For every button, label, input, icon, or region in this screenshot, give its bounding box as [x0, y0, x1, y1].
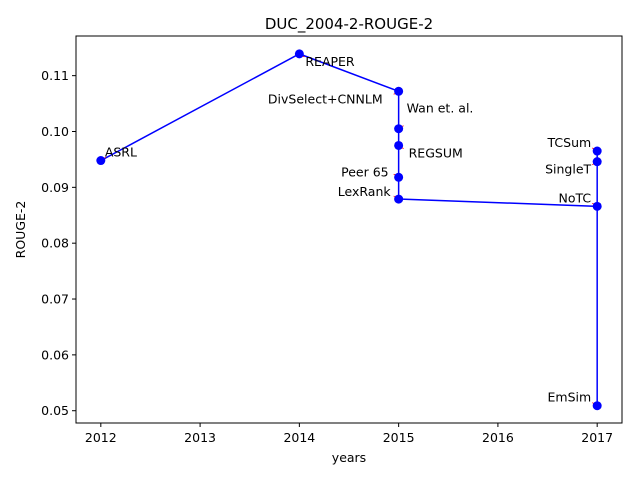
data-point-label: EmSim — [548, 390, 592, 405]
y-tick-label: 0.05 — [41, 403, 69, 418]
data-point — [96, 156, 106, 166]
x-tick-label: 2015 — [383, 430, 415, 445]
plot-area: ASRL REAPER DivSelect+CNNLM Wan et. al. REGS… — [96, 49, 602, 411]
data-point-label: LexRank — [338, 184, 392, 199]
data-point — [592, 146, 602, 156]
y-tick-label: 0.06 — [41, 347, 69, 362]
data-point — [592, 157, 602, 167]
data-point-label: REAPER — [305, 54, 355, 69]
data-point — [394, 140, 404, 150]
x-tick-label: 2014 — [283, 430, 315, 445]
x-tick-label: 2016 — [482, 430, 514, 445]
data-point-label: Peer 65 — [341, 164, 389, 179]
data-point — [592, 201, 602, 211]
data-point — [592, 401, 602, 411]
data-point-label: REGSUM — [409, 145, 463, 160]
y-axis-title: ROUGE-2 — [13, 201, 28, 259]
chart-title: DUC_2004-2-ROUGE-2 — [265, 15, 433, 34]
data-point — [394, 172, 404, 182]
data-point-label: DivSelect+CNNLM — [268, 91, 383, 106]
data-point-label: TCSum — [547, 135, 592, 150]
data-point — [394, 194, 404, 204]
x-axis-title: years — [332, 450, 366, 465]
y-tick-label: 0.10 — [41, 124, 69, 139]
axes-frame — [75, 35, 623, 424]
data-point — [294, 49, 304, 59]
y-tick-label: 0.07 — [41, 292, 69, 307]
data-point-label: ASRL — [105, 145, 137, 160]
data-point-label: Wan et. al. — [407, 101, 474, 116]
data-point-label: SingleT — [545, 162, 591, 177]
y-tick-label: 0.08 — [41, 236, 69, 251]
y-tick-label: 0.09 — [41, 180, 69, 195]
data-point-label: NoTC — [559, 190, 592, 205]
y-tick-label: 0.11 — [41, 68, 69, 83]
data-point — [394, 124, 404, 134]
x-tick-label: 2012 — [85, 430, 117, 445]
x-tick-label: 2017 — [581, 430, 613, 445]
x-tick-label: 2013 — [184, 430, 216, 445]
data-point — [394, 86, 404, 96]
